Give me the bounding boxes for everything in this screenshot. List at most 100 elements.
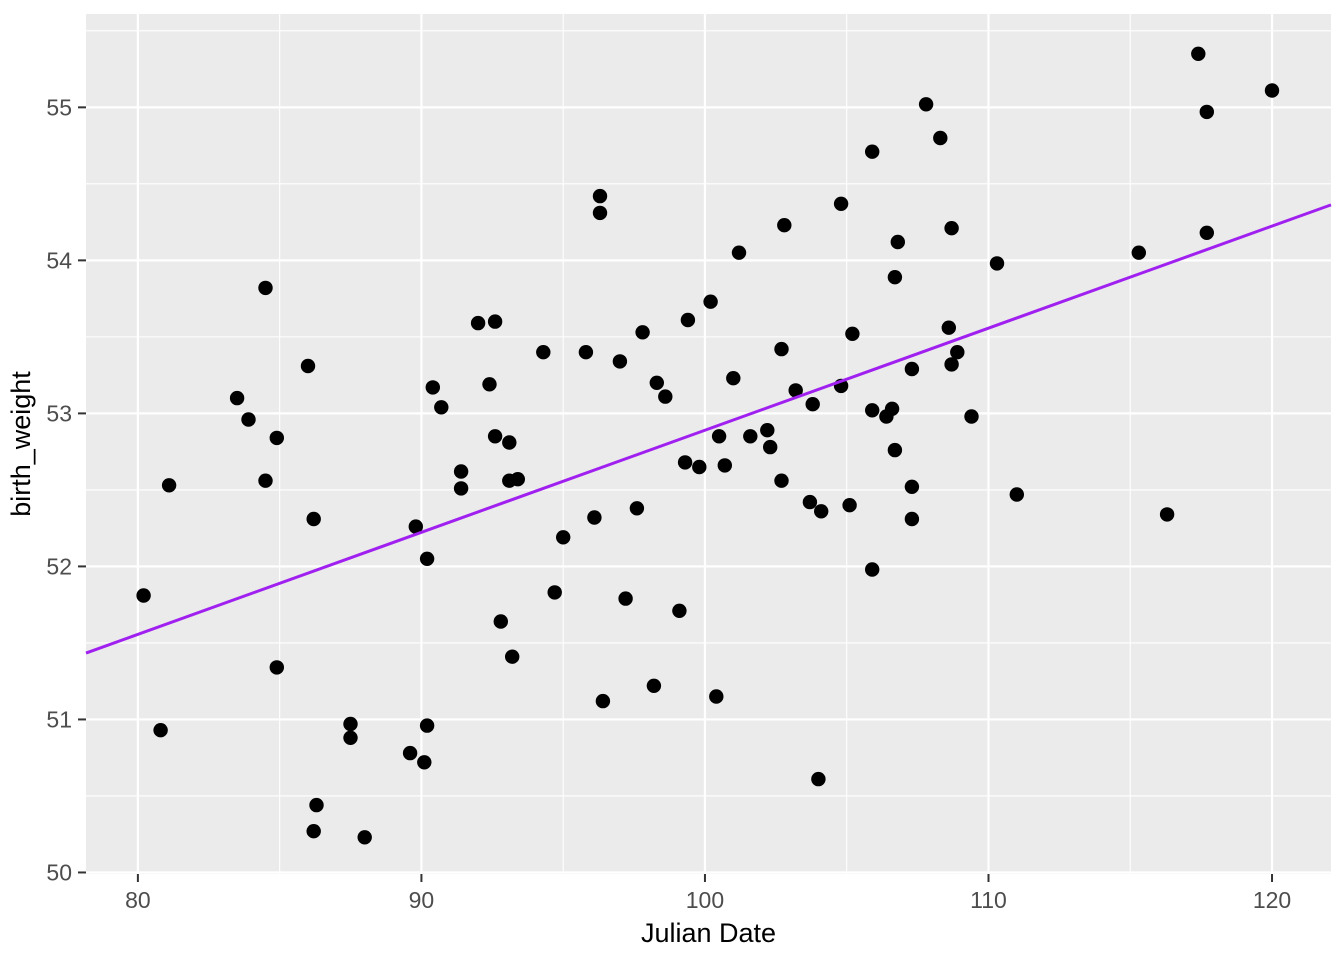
plot-panel <box>86 14 1331 874</box>
data-point <box>865 562 880 577</box>
major-gridlines <box>86 14 1331 874</box>
data-point <box>743 429 758 444</box>
data-point <box>357 830 372 845</box>
data-point <box>941 320 956 335</box>
data-point <box>944 221 959 236</box>
data-point <box>989 256 1005 271</box>
data-point <box>865 144 880 159</box>
data-point <box>760 423 775 438</box>
data-point <box>470 315 486 331</box>
data-point <box>547 585 562 600</box>
data-point <box>612 354 628 369</box>
y-tick-label: 50 <box>46 859 72 885</box>
data-point <box>592 205 608 221</box>
x-axis-title: Julian Date <box>641 918 776 948</box>
data-point <box>417 755 432 770</box>
x-tick-label: 120 <box>1253 887 1291 913</box>
data-point <box>802 494 818 510</box>
data-point <box>887 442 903 458</box>
data-point <box>556 530 571 545</box>
data-point <box>241 412 256 427</box>
y-tick-label: 52 <box>46 553 72 579</box>
data-point <box>306 511 321 527</box>
data-point <box>153 723 168 738</box>
data-point <box>904 479 920 494</box>
y-tick-label: 54 <box>46 247 72 273</box>
axis-tick-labels: 80 90 100 110 120 50 51 52 53 54 55 <box>46 94 1291 913</box>
data-point <box>269 430 284 446</box>
data-point <box>726 371 741 386</box>
data-point <box>487 429 503 444</box>
data-point <box>402 745 418 761</box>
data-point <box>711 429 727 444</box>
data-point <box>587 510 602 525</box>
data-point <box>425 380 440 395</box>
data-point <box>788 383 803 398</box>
data-point <box>502 435 517 450</box>
data-point <box>763 439 778 455</box>
data-point <box>1199 104 1215 120</box>
data-point <box>578 345 594 360</box>
data-point <box>680 312 696 328</box>
data-point <box>419 551 435 566</box>
data-point <box>419 718 435 733</box>
data-point <box>774 473 789 488</box>
data-point <box>487 314 503 329</box>
data-points-layer <box>136 46 1280 845</box>
data-point <box>453 464 469 479</box>
data-point <box>1131 245 1147 260</box>
data-point <box>805 397 820 412</box>
data-point <box>833 196 849 211</box>
data-point <box>842 498 857 513</box>
data-point <box>865 403 880 418</box>
data-point <box>887 270 903 285</box>
data-point <box>845 326 860 341</box>
data-point <box>536 345 551 360</box>
data-point <box>343 730 358 745</box>
data-point <box>879 409 894 424</box>
y-tick-label: 51 <box>46 706 72 732</box>
data-point <box>933 130 948 146</box>
data-point <box>1199 225 1215 240</box>
data-point <box>649 375 664 390</box>
data-point <box>136 588 151 603</box>
data-point <box>677 455 693 470</box>
data-point <box>944 357 959 372</box>
data-point <box>672 603 687 618</box>
data-point <box>300 358 316 374</box>
data-point <box>658 389 673 404</box>
axis-tick-marks <box>78 106 1274 882</box>
data-point <box>1264 83 1280 98</box>
data-point <box>618 591 633 606</box>
regression-line <box>85 203 1332 655</box>
data-point <box>1191 46 1206 61</box>
data-point <box>950 345 965 360</box>
data-point <box>1159 507 1175 522</box>
data-point <box>774 341 789 357</box>
data-point <box>918 97 934 112</box>
data-point <box>629 501 645 516</box>
y-tick-label: 55 <box>46 94 72 120</box>
data-point <box>814 504 829 519</box>
data-point <box>408 519 423 534</box>
data-point <box>258 473 273 488</box>
data-point <box>777 218 792 233</box>
data-point <box>592 188 608 204</box>
x-tick-label: 80 <box>125 887 151 913</box>
data-point <box>510 472 525 487</box>
data-point <box>904 361 920 377</box>
data-point <box>309 797 324 813</box>
data-point <box>635 325 650 340</box>
data-point <box>811 771 826 787</box>
x-tick-label: 90 <box>409 887 435 913</box>
x-tick-label: 110 <box>970 887 1007 913</box>
data-point <box>646 678 662 693</box>
data-point <box>493 614 508 629</box>
data-point <box>229 390 245 406</box>
data-point <box>703 294 718 309</box>
data-point <box>258 280 273 296</box>
data-point <box>717 458 732 473</box>
x-tick-label: 100 <box>686 887 724 913</box>
